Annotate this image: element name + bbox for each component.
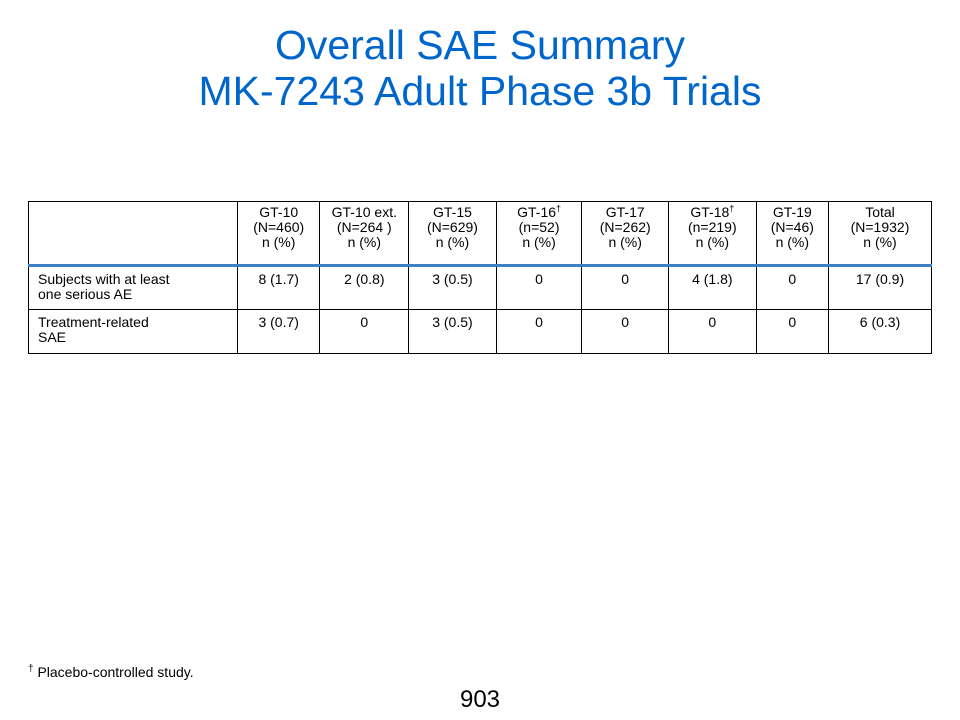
column-unit: n (%) bbox=[522, 234, 556, 250]
column-header: GT-10 (N=460) n (%) bbox=[236, 201, 321, 267]
column-header: GT-15 (N=629) n (%) bbox=[408, 201, 497, 267]
table-cell: 6 (0.3) bbox=[828, 309, 932, 354]
slide-title: Overall SAE Summary MK-7243 Adult Phase … bbox=[0, 22, 960, 114]
column-unit: n (%) bbox=[435, 234, 470, 250]
column-header: GT-17 (N=262) n (%) bbox=[581, 201, 669, 267]
table-row: Subjects with at least one serious AE 8 … bbox=[28, 265, 932, 310]
column-n: (N=262) bbox=[599, 219, 651, 235]
table-cell: 0 bbox=[495, 265, 583, 310]
title-line-2: MK-7243 Adult Phase 3b Trials bbox=[198, 68, 762, 114]
column-name: GT-10 bbox=[259, 204, 299, 220]
table-cell: 3 (0.5) bbox=[408, 265, 497, 310]
table-cell: 0 bbox=[668, 309, 757, 354]
page-number: 903 bbox=[459, 686, 501, 713]
column-unit: n (%) bbox=[261, 234, 296, 250]
table-cell: 0 bbox=[755, 265, 830, 310]
footnote-text: Placebo-controlled study. bbox=[33, 664, 194, 680]
column-n: (N=460) bbox=[253, 219, 305, 235]
column-name: Total bbox=[865, 204, 895, 220]
column-unit: n (%) bbox=[863, 234, 897, 250]
table-cell: 0 bbox=[581, 309, 669, 354]
dagger-mark: † bbox=[556, 203, 562, 214]
table-header-row: GT-10 (N=460) n (%) GT-10 ext. (N=264 ) … bbox=[28, 201, 932, 267]
column-header: GT-19 (N=46) n (%) bbox=[755, 201, 830, 267]
column-name: GT-19 bbox=[772, 204, 812, 220]
title-line-1: Overall SAE Summary bbox=[274, 22, 686, 68]
column-unit: n (%) bbox=[347, 234, 382, 250]
column-unit: n (%) bbox=[695, 234, 730, 250]
table-row: Treatment-related SAE 3 (0.7) 0 3 (0.5) … bbox=[28, 309, 932, 354]
column-unit: n (%) bbox=[775, 234, 810, 250]
column-name: GT-15 bbox=[432, 204, 472, 220]
column-header: Total (N=1932) n (%) bbox=[828, 201, 932, 267]
table-cell: 0 bbox=[581, 265, 669, 310]
column-name: GT-10 ext. bbox=[331, 204, 397, 220]
dagger-mark: † bbox=[729, 203, 735, 214]
row-label: Subjects with at least one serious AE bbox=[28, 265, 238, 310]
table-cell: 2 (0.8) bbox=[319, 265, 410, 310]
column-n: (N=629) bbox=[426, 219, 478, 235]
table-cell: 4 (1.8) bbox=[668, 265, 757, 310]
table-cell: 8 (1.7) bbox=[236, 265, 321, 310]
column-n: (n=52) bbox=[518, 219, 560, 235]
row-label-line: SAE bbox=[38, 329, 67, 345]
column-header: GT-16† (n=52) n (%) bbox=[495, 201, 583, 267]
footnote: † Placebo-controlled study. bbox=[28, 664, 194, 680]
column-n: (N=46) bbox=[770, 219, 814, 235]
table-cell: 0 bbox=[319, 309, 410, 354]
table-cell: 0 bbox=[495, 309, 583, 354]
column-n: (n=219) bbox=[687, 219, 737, 235]
table-cell: 3 (0.5) bbox=[408, 309, 497, 354]
table-cell: 0 bbox=[755, 309, 830, 354]
row-label-line: Treatment-related bbox=[38, 314, 149, 330]
column-name: GT-17 bbox=[605, 204, 645, 220]
sae-summary-table: GT-10 (N=460) n (%) GT-10 ext. (N=264 ) … bbox=[28, 201, 932, 354]
row-label-line: Subjects with at least bbox=[38, 271, 170, 287]
row-label-line: one serious AE bbox=[38, 286, 133, 302]
row-label: Treatment-related SAE bbox=[28, 309, 238, 354]
header-empty-cell bbox=[28, 201, 238, 267]
column-n: (N=264 ) bbox=[336, 219, 392, 235]
column-name: GT-16 bbox=[517, 204, 557, 220]
table-cell: 3 (0.7) bbox=[236, 309, 321, 354]
column-unit: n (%) bbox=[608, 234, 642, 250]
column-header: GT-18† (n=219) n (%) bbox=[668, 201, 757, 267]
column-name: GT-18 bbox=[690, 204, 730, 220]
column-header: GT-10 ext. (N=264 ) n (%) bbox=[319, 201, 410, 267]
column-n: (N=1932) bbox=[850, 219, 910, 235]
footnote-dagger: † bbox=[28, 663, 34, 675]
table-cell: 17 (0.9) bbox=[828, 265, 932, 310]
